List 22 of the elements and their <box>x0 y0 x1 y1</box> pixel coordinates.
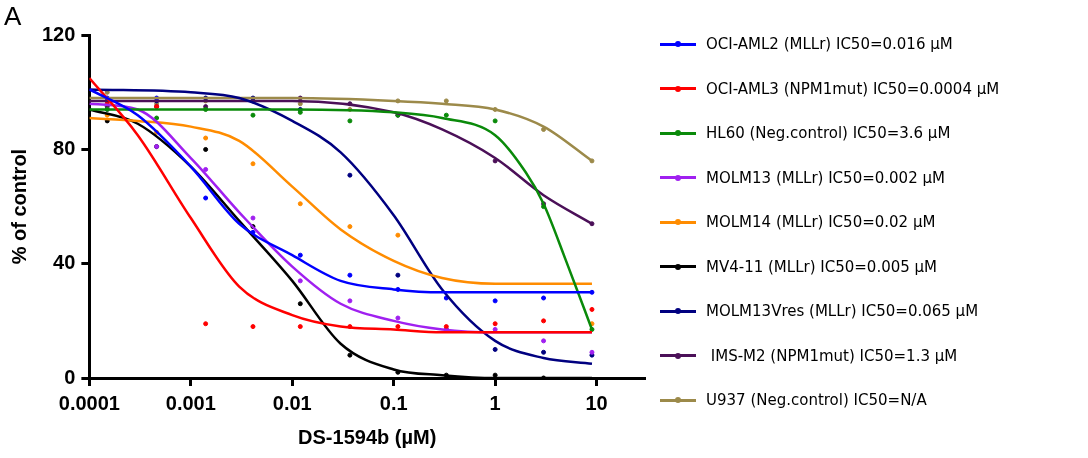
legend-label: MV4-11 (MLLr) IC50=0.005 µM <box>706 257 938 276</box>
x-tick-label: 0.1 <box>379 391 408 414</box>
y-tick-label: 120 <box>41 22 76 45</box>
y-tick-label: 80 <box>53 136 76 159</box>
chart-title: A <box>4 0 22 31</box>
x-tick-label: 0.01 <box>272 391 312 414</box>
x-tick-label: 0.0001 <box>58 391 120 414</box>
legend-label: MOLM13Vres (MLLr) IC50=0.065 µM <box>706 302 979 321</box>
x-tick-label: 1 <box>489 391 501 414</box>
y-axis-title: % of control <box>7 148 30 265</box>
legend-label: IMS-M2 (NPM1mut) IC50=1.3 µM <box>709 346 958 365</box>
x-tick-label: 0.001 <box>165 391 216 414</box>
x-tick-label: 10 <box>585 391 608 414</box>
y-tick-label: 0 <box>64 365 76 388</box>
legend-label: OCI-AML2 (MLLr) IC50=0.016 µM <box>706 35 953 54</box>
legend-label: MOLM14 (MLLr) IC50=0.02 µM <box>706 213 936 232</box>
legend-label: MOLM13 (MLLr) IC50=0.002 µM <box>706 168 945 187</box>
x-axis-title: DS-1594b (µM) <box>298 425 437 448</box>
legend-label: HL60 (Neg.control) IC50=3.6 µM <box>706 124 951 143</box>
legend-label: U937 (Neg.control) IC50=N/A <box>706 391 927 410</box>
y-tick-label: 40 <box>53 251 76 274</box>
legend-label: OCI-AML3 (NPM1mut) IC50=0.0004 µM <box>706 79 1000 98</box>
